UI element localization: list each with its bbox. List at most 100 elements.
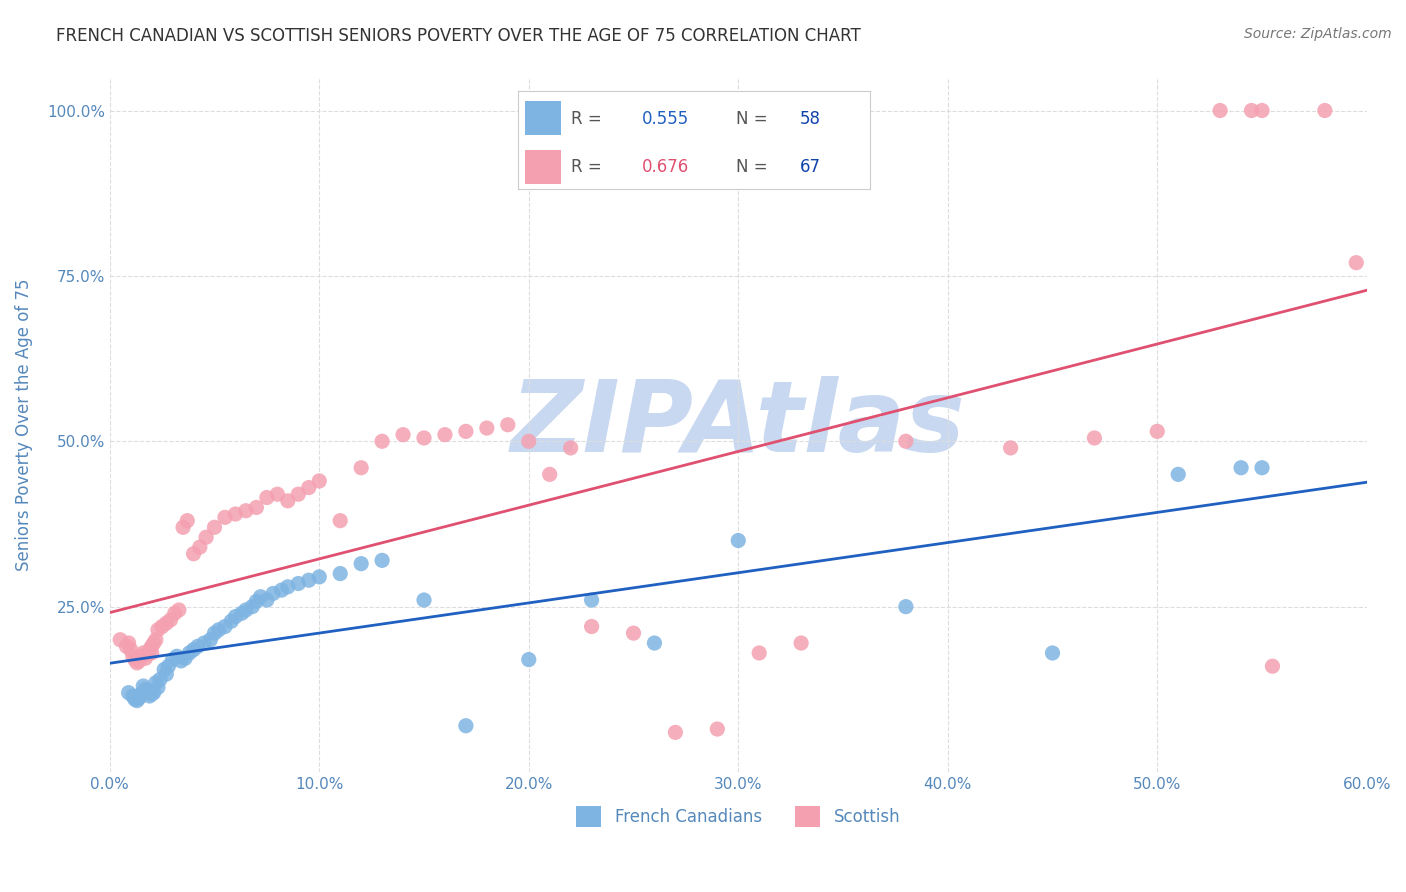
- Point: [270, 583, 292, 598]
- Point: [1146, 425, 1168, 439]
- Point: [1167, 467, 1189, 482]
- Point: [664, 725, 686, 739]
- Point: [179, 646, 201, 660]
- Point: [187, 640, 209, 654]
- Point: [183, 547, 205, 561]
- Point: [1230, 460, 1253, 475]
- Point: [240, 599, 263, 614]
- Point: [1313, 103, 1336, 118]
- Point: [308, 570, 330, 584]
- Point: [121, 689, 143, 703]
- Point: [727, 533, 749, 548]
- Point: [153, 663, 176, 677]
- Point: [155, 616, 177, 631]
- Point: [172, 520, 194, 534]
- Point: [266, 487, 288, 501]
- Point: [475, 421, 498, 435]
- Point: [623, 626, 645, 640]
- Point: [560, 441, 582, 455]
- Point: [1240, 103, 1263, 118]
- Point: [277, 493, 299, 508]
- Point: [155, 667, 177, 681]
- Point: [174, 651, 197, 665]
- Point: [231, 607, 253, 621]
- Point: [183, 642, 205, 657]
- Point: [224, 507, 246, 521]
- Point: [433, 427, 456, 442]
- Point: [1261, 659, 1284, 673]
- Point: [262, 586, 284, 600]
- Point: [298, 573, 321, 587]
- Point: [159, 613, 181, 627]
- Y-axis label: Seniors Poverty Over the Age of 75: Seniors Poverty Over the Age of 75: [15, 278, 32, 571]
- Point: [219, 614, 242, 628]
- Point: [517, 434, 540, 449]
- Point: [129, 687, 152, 701]
- Point: [124, 692, 146, 706]
- Point: [128, 654, 150, 668]
- Point: [748, 646, 770, 660]
- Point: [224, 609, 246, 624]
- Point: [166, 649, 188, 664]
- Point: [1042, 646, 1064, 660]
- Point: [287, 487, 309, 501]
- Point: [581, 593, 603, 607]
- Point: [371, 434, 394, 449]
- Point: [110, 632, 132, 647]
- Point: [162, 652, 184, 666]
- Point: [245, 500, 267, 515]
- Point: [1251, 460, 1274, 475]
- Point: [329, 566, 352, 581]
- Point: [128, 690, 150, 705]
- Point: [249, 590, 271, 604]
- Point: [176, 514, 198, 528]
- Point: [204, 626, 226, 640]
- Point: [138, 689, 160, 703]
- Point: [149, 673, 172, 687]
- Point: [167, 603, 190, 617]
- Point: [308, 474, 330, 488]
- Point: [142, 636, 165, 650]
- Text: Source: ZipAtlas.com: Source: ZipAtlas.com: [1244, 27, 1392, 41]
- Point: [146, 623, 169, 637]
- Point: [145, 632, 167, 647]
- Point: [413, 431, 436, 445]
- Point: [350, 557, 373, 571]
- Text: ZIPAtlas: ZIPAtlas: [510, 376, 966, 474]
- Point: [581, 619, 603, 633]
- Legend: French Canadians, Scottish: French Canadians, Scottish: [569, 799, 907, 833]
- Point: [413, 593, 436, 607]
- Point: [193, 636, 215, 650]
- Point: [1251, 103, 1274, 118]
- Point: [214, 619, 236, 633]
- Point: [1083, 431, 1105, 445]
- Point: [132, 646, 155, 660]
- Point: [235, 504, 257, 518]
- Point: [157, 659, 180, 673]
- Point: [790, 636, 813, 650]
- Point: [136, 648, 159, 662]
- Point: [517, 652, 540, 666]
- Point: [1346, 255, 1368, 269]
- Point: [141, 640, 163, 654]
- Point: [706, 722, 728, 736]
- Point: [146, 681, 169, 695]
- Point: [245, 594, 267, 608]
- Point: [496, 417, 519, 432]
- Point: [142, 686, 165, 700]
- Point: [214, 510, 236, 524]
- Point: [141, 646, 163, 660]
- Point: [643, 636, 665, 650]
- Point: [115, 640, 138, 654]
- Point: [188, 540, 211, 554]
- Point: [277, 580, 299, 594]
- Point: [125, 656, 148, 670]
- Point: [454, 425, 477, 439]
- Point: [894, 434, 917, 449]
- Point: [256, 593, 278, 607]
- Point: [538, 467, 561, 482]
- Point: [392, 427, 415, 442]
- Point: [117, 636, 139, 650]
- Point: [298, 481, 321, 495]
- Point: [124, 652, 146, 666]
